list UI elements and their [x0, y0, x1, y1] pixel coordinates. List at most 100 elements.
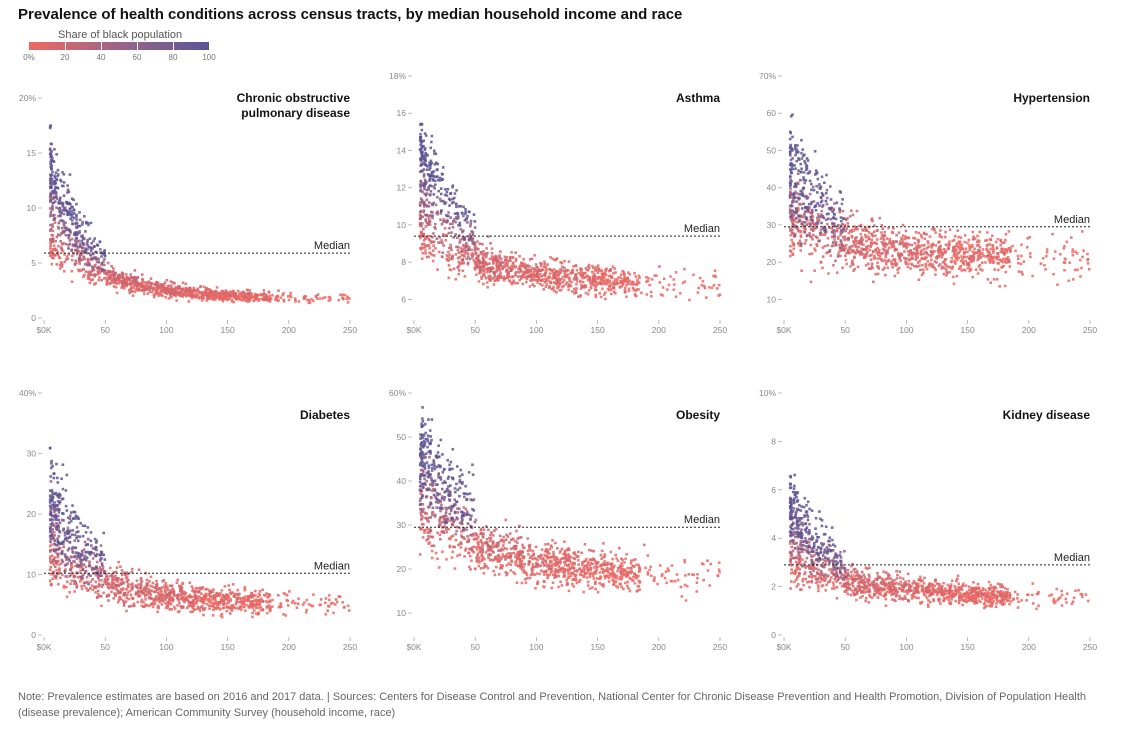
data-point — [587, 265, 590, 268]
data-point — [645, 293, 649, 296]
data-point — [58, 263, 62, 267]
median-label: Median — [314, 240, 350, 252]
data-point — [546, 263, 549, 266]
data-point — [838, 210, 842, 214]
data-point — [522, 265, 525, 268]
data-point — [422, 209, 426, 212]
data-point — [227, 293, 230, 297]
data-point — [527, 270, 530, 273]
data-point — [1026, 236, 1030, 240]
data-point — [715, 287, 719, 290]
data-point — [445, 190, 449, 194]
data-point — [790, 238, 793, 242]
data-point — [485, 270, 489, 274]
data-point — [62, 269, 66, 273]
data-point — [858, 241, 862, 245]
data-point — [907, 243, 911, 246]
data-point — [431, 214, 434, 218]
data-point — [570, 269, 574, 273]
data-point — [92, 239, 95, 243]
data-point — [628, 273, 632, 276]
data-point — [211, 292, 214, 295]
data-point — [611, 286, 615, 289]
data-point — [821, 227, 825, 230]
data-point — [917, 231, 921, 235]
data-point — [627, 287, 631, 291]
data-point — [565, 281, 569, 284]
data-point — [110, 580, 114, 584]
data-point — [795, 220, 799, 224]
data-point — [796, 196, 800, 200]
data-point — [850, 235, 854, 239]
data-point — [464, 210, 467, 214]
data-point — [993, 255, 997, 259]
data-point — [121, 588, 125, 591]
data-point — [511, 256, 514, 259]
data-point — [826, 222, 829, 226]
data-point — [936, 255, 939, 258]
data-point — [282, 592, 286, 595]
data-point — [70, 566, 74, 569]
data-point — [661, 286, 665, 289]
data-point — [140, 273, 144, 276]
data-point — [669, 275, 672, 278]
data-point — [809, 243, 813, 247]
data-point — [791, 217, 794, 221]
data-point — [86, 263, 89, 267]
data-point — [468, 233, 472, 236]
data-point — [1086, 262, 1090, 265]
data-point — [57, 582, 60, 586]
data-point — [132, 284, 136, 288]
data-point — [638, 276, 641, 279]
data-point — [64, 568, 67, 571]
data-point — [816, 202, 819, 205]
data-point — [212, 596, 215, 599]
data-point — [789, 254, 792, 258]
data-point — [126, 282, 130, 286]
data-point — [531, 267, 534, 270]
data-point — [420, 222, 424, 225]
data-point — [788, 184, 792, 188]
data-point — [258, 601, 262, 604]
data-point — [134, 592, 138, 596]
data-point — [189, 610, 192, 614]
data-point — [48, 579, 52, 582]
data-point — [160, 586, 164, 589]
data-point — [60, 219, 64, 222]
data-point — [256, 606, 260, 610]
data-point — [282, 292, 285, 295]
data-point — [841, 266, 844, 270]
data-point — [138, 586, 142, 590]
data-point — [423, 132, 427, 135]
data-point — [443, 193, 447, 197]
data-point — [54, 171, 58, 175]
data-point — [869, 267, 872, 271]
data-point — [51, 248, 55, 251]
data-point — [223, 584, 227, 588]
data-point — [170, 607, 173, 611]
data-point — [910, 253, 914, 256]
data-point — [55, 194, 58, 198]
data-point — [487, 267, 491, 270]
x-tick-label: 250 — [343, 642, 357, 652]
data-point — [297, 300, 301, 303]
data-point — [514, 274, 517, 277]
data-point — [62, 173, 66, 176]
data-point — [892, 241, 896, 245]
data-point — [167, 289, 171, 293]
data-point — [620, 273, 623, 276]
data-point — [794, 184, 798, 188]
data-point — [1076, 268, 1079, 272]
data-point — [1086, 252, 1089, 256]
data-point — [887, 241, 891, 245]
data-point — [250, 592, 253, 595]
data-point — [93, 245, 96, 248]
data-point — [903, 250, 906, 253]
data-point — [166, 588, 170, 592]
data-point — [547, 279, 551, 283]
data-point — [228, 606, 232, 610]
data-point — [827, 272, 830, 275]
data-point — [626, 281, 630, 285]
data-point — [469, 224, 472, 228]
data-point — [956, 229, 960, 232]
